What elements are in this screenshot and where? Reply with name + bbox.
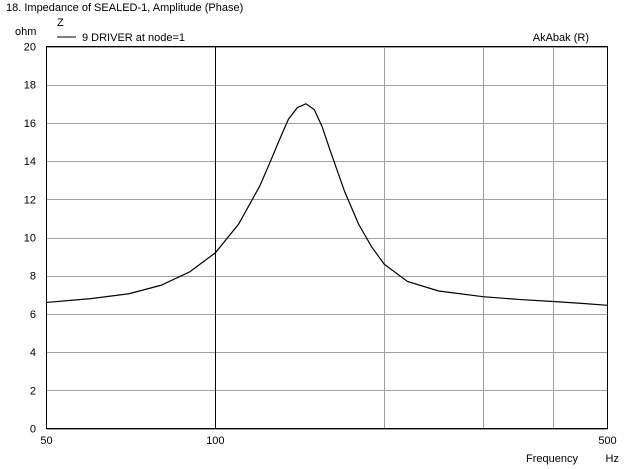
chart-title: 18. Impedance of SEALED-1, Amplitude (Ph… [6, 2, 243, 14]
x-axis-label: Frequency [526, 453, 578, 465]
x-tick-label-1: 100 [206, 435, 224, 447]
y-tick-label-4: 12 [24, 194, 36, 206]
y-tick-label-0: 20 [24, 42, 36, 54]
y-axis-unit-label: ohm [15, 26, 36, 38]
quantity-label: Z [57, 17, 64, 29]
y-tick-label-9: 2 [30, 385, 36, 397]
x-tick-labels: 50 100 500 [40, 435, 616, 447]
y-tick-label-1: 18 [24, 80, 36, 92]
y-tick-label-8: 4 [30, 347, 36, 359]
x-tick-label-2: 500 [598, 435, 616, 447]
y-tick-label-6: 8 [30, 271, 36, 283]
y-tick-label-5: 10 [24, 233, 36, 245]
grid [46, 46, 608, 430]
x-tick-label-0: 50 [40, 435, 52, 447]
y-tick-label-2: 16 [24, 118, 36, 130]
watermark-label: AkAbak (R) [533, 32, 589, 44]
x-axis-unit: Hz [606, 453, 619, 465]
y-tick-label-3: 14 [24, 156, 36, 168]
legend-entry: 9 DRIVER at node=1 [82, 32, 185, 44]
y-tick-label-10: 0 [30, 424, 36, 436]
series-line-driver [46, 103, 608, 306]
plot-area-border [46, 46, 608, 429]
y-tick-label-7: 6 [30, 309, 36, 321]
